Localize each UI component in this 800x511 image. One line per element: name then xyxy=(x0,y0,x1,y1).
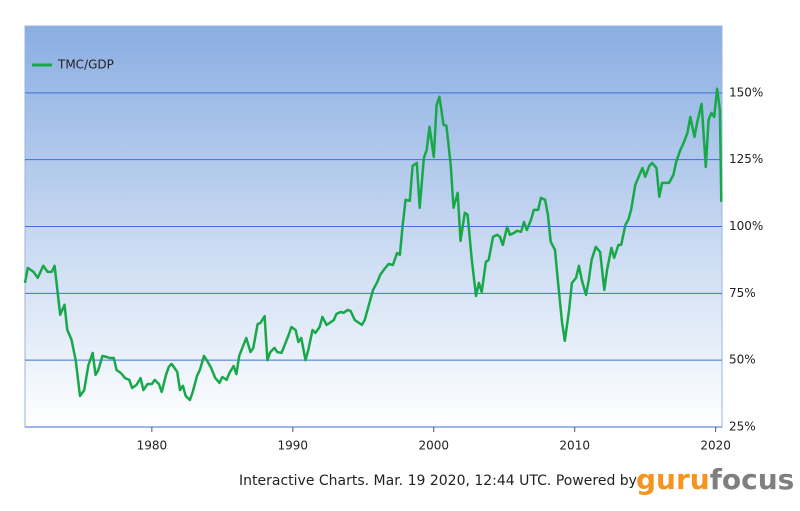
brand-logo: gurufocus xyxy=(636,463,794,496)
y-tick-label: 25% xyxy=(729,420,756,434)
y-tick-label: 75% xyxy=(729,286,756,300)
x-tick-label: 2010 xyxy=(559,439,590,453)
x-tick-label: 1980 xyxy=(137,439,168,453)
y-tick-label: 50% xyxy=(729,353,756,367)
brand-second: focus xyxy=(710,463,795,496)
series-line xyxy=(23,87,723,402)
x-tick-label: 2000 xyxy=(418,439,449,453)
footer: Interactive Charts. Mar. 19 2020, 12:44 … xyxy=(239,473,637,489)
y-tick-label: 100% xyxy=(729,219,763,233)
legend-label: TMC/GDP xyxy=(57,58,114,72)
y-tick-label: 125% xyxy=(729,152,763,166)
x-tick-label: 2020 xyxy=(700,439,731,453)
x-tick-label: 1990 xyxy=(278,439,309,453)
brand-first: guru xyxy=(636,463,710,496)
y-tick-label: 150% xyxy=(729,85,763,99)
